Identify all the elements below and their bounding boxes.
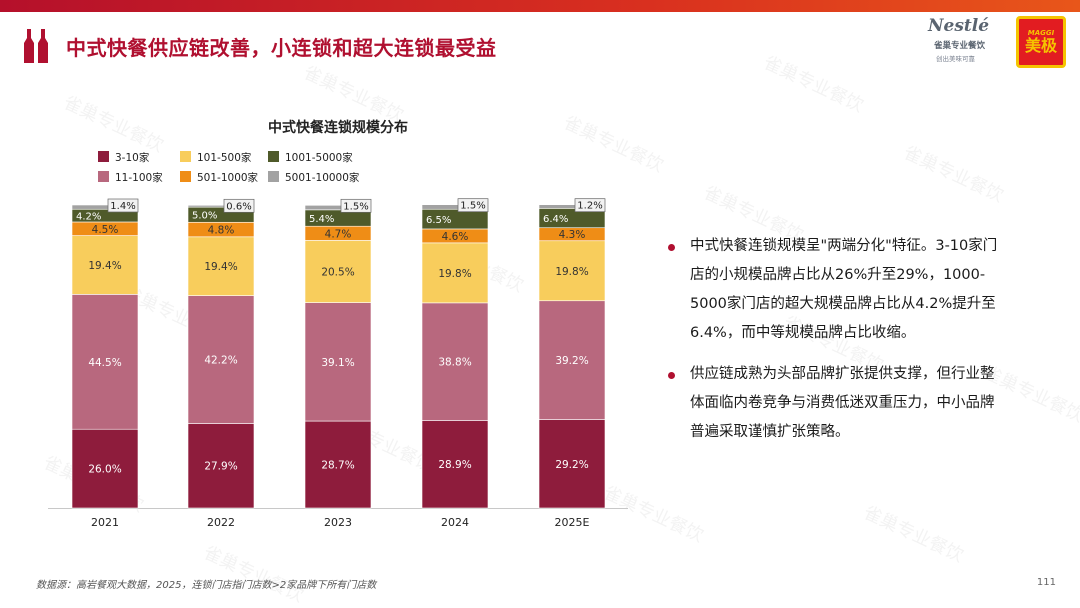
bullet-item: 供应链成熟为头部品牌扩张提供支撑，但行业整体面临内卷竞争与消费低迷双重压力，中小… bbox=[666, 360, 1006, 447]
chart-title: 中式快餐连锁规模分布 bbox=[268, 119, 408, 136]
data-label: 28.9% bbox=[438, 459, 471, 471]
legend-label: 11-100家 bbox=[115, 171, 163, 184]
data-label-box bbox=[223, 198, 255, 213]
data-label: 19.4% bbox=[204, 261, 237, 273]
nestle-wordmark: Nestlé bbox=[928, 16, 990, 36]
x-tick-label: 2021 bbox=[91, 516, 119, 529]
bullet-dot-icon bbox=[668, 244, 675, 251]
bar-segment bbox=[187, 423, 255, 509]
watermark-text: 雀巢专业餐饮 bbox=[899, 142, 1007, 207]
nestle-tagline: 创出美味可靠 bbox=[936, 55, 975, 63]
legend-label: 501-1000家 bbox=[197, 171, 259, 184]
data-label: 6.5% bbox=[426, 215, 451, 226]
legend-swatch bbox=[268, 171, 279, 182]
legend-label: 101-500家 bbox=[197, 151, 252, 164]
data-label-box bbox=[457, 198, 489, 213]
title-area: 中式快餐供应链改善，小连锁和超大连锁最受益 bbox=[22, 26, 497, 66]
watermark-text: 雀巢专业餐饮 bbox=[759, 52, 867, 117]
data-label: 4.8% bbox=[208, 225, 235, 237]
data-label: 28.7% bbox=[321, 460, 354, 472]
maggi-chinese: 美极 bbox=[1024, 36, 1057, 56]
legend-swatch bbox=[180, 151, 191, 162]
bar-segment bbox=[421, 420, 489, 509]
data-label: 26.0% bbox=[88, 464, 121, 476]
bullet-text: 供应链成熟为头部品牌扩张提供支撑，但行业整体面临内卷竞争与消费低迷双重压力，中小… bbox=[690, 366, 995, 440]
page-title: 中式快餐供应链改善，小连锁和超大连锁最受益 bbox=[66, 35, 497, 60]
bar-segment bbox=[71, 294, 139, 430]
top-stripe bbox=[0, 0, 1080, 12]
data-label: 19.8% bbox=[555, 266, 588, 278]
bar-segment bbox=[187, 236, 255, 296]
data-label: 19.8% bbox=[438, 268, 471, 280]
data-label: 19.4% bbox=[88, 260, 121, 272]
legend-label: 3-10家 bbox=[115, 151, 150, 164]
bullet-item: 中式快餐连锁规模呈"两端分化"特征。3-10家门店的小规模品牌占比从26%升至2… bbox=[666, 232, 1006, 348]
data-label: 5.0% bbox=[192, 211, 217, 222]
x-tick-label: 2023 bbox=[324, 516, 352, 529]
stacked-bar-chart: 中式快餐连锁规模分布 3-10家 11-100家 101-500家 501-1000家 1… bbox=[48, 119, 628, 529]
data-label: 4.2% bbox=[76, 212, 101, 223]
bar-segment bbox=[71, 428, 139, 509]
data-source-note: 数据源：高岩餐观大数据，2025，连锁门店指门店数>2家品牌下所有门店数 bbox=[36, 580, 377, 591]
bar-segment bbox=[304, 240, 372, 303]
bar-segment bbox=[538, 240, 606, 302]
data-label: 29.2% bbox=[555, 459, 588, 471]
maggi-logo: MAGGI 美极 bbox=[1016, 16, 1066, 68]
page-number: 111 bbox=[1036, 577, 1056, 588]
data-label: 4.5% bbox=[92, 224, 119, 236]
data-label: 4.6% bbox=[442, 231, 469, 243]
nestle-subtitle: 雀巢专业餐饮 bbox=[934, 41, 986, 51]
data-label: 27.9% bbox=[204, 461, 237, 473]
data-label: 1.5% bbox=[343, 201, 368, 212]
data-label: 0.6% bbox=[226, 201, 251, 212]
data-label: 4.7% bbox=[325, 228, 352, 240]
data-label: 5.4% bbox=[309, 214, 334, 225]
data-label: 1.5% bbox=[460, 201, 485, 212]
legend-label: 5001-10000家 bbox=[285, 171, 360, 184]
legend-swatch bbox=[98, 151, 109, 162]
data-label: 44.5% bbox=[88, 357, 121, 369]
data-label: 20.5% bbox=[321, 267, 354, 279]
bar-segment bbox=[304, 420, 372, 509]
bar-segment bbox=[421, 302, 489, 421]
data-label: 6.4% bbox=[543, 214, 568, 225]
bar-segment bbox=[421, 242, 489, 304]
data-label: 38.8% bbox=[438, 357, 471, 369]
legend-label: 1001-5000家 bbox=[285, 151, 353, 164]
bullet-text: 中式快餐连锁规模呈"两端分化"特征。3-10家门店的小规模品牌占比从26%升至2… bbox=[690, 238, 998, 341]
brand-logos: Nestlé 雀巢专业餐饮 创出美味可靠 MAGGI 美极 bbox=[926, 16, 1066, 68]
nestle-logo: Nestlé 雀巢专业餐饮 创出美味可靠 bbox=[926, 16, 1010, 68]
maggi-wordmark: MAGGI bbox=[1027, 29, 1055, 38]
x-tick-label: 2022 bbox=[207, 516, 235, 529]
bar-segment bbox=[71, 235, 139, 295]
bullet-dot-icon bbox=[668, 372, 675, 379]
bar-segment bbox=[304, 302, 372, 422]
x-tick-label: 2024 bbox=[441, 516, 469, 529]
data-label: 42.2% bbox=[204, 355, 237, 367]
data-label: 1.2% bbox=[577, 201, 602, 212]
bar-segment bbox=[187, 295, 255, 424]
bar-segment bbox=[538, 419, 606, 509]
watermark-text: 雀巢专业餐饮 bbox=[859, 502, 967, 567]
data-label-box bbox=[574, 198, 606, 213]
bullet-list: 中式快餐连锁规模呈"两端分化"特征。3-10家门店的小规模品牌占比从26%升至2… bbox=[666, 232, 1006, 459]
legend-swatch bbox=[180, 171, 191, 182]
data-label: 1.4% bbox=[110, 201, 135, 212]
x-tick-label: 2025E bbox=[555, 516, 590, 529]
data-label: 39.1% bbox=[321, 357, 354, 369]
data-label: 39.2% bbox=[555, 355, 588, 367]
legend-swatch bbox=[98, 171, 109, 182]
bottles-icon bbox=[24, 29, 48, 63]
data-label-box bbox=[340, 198, 372, 213]
bar-segment bbox=[538, 300, 606, 420]
data-label: 4.3% bbox=[559, 229, 586, 241]
legend-swatch bbox=[268, 151, 279, 162]
data-label-box bbox=[107, 198, 139, 213]
